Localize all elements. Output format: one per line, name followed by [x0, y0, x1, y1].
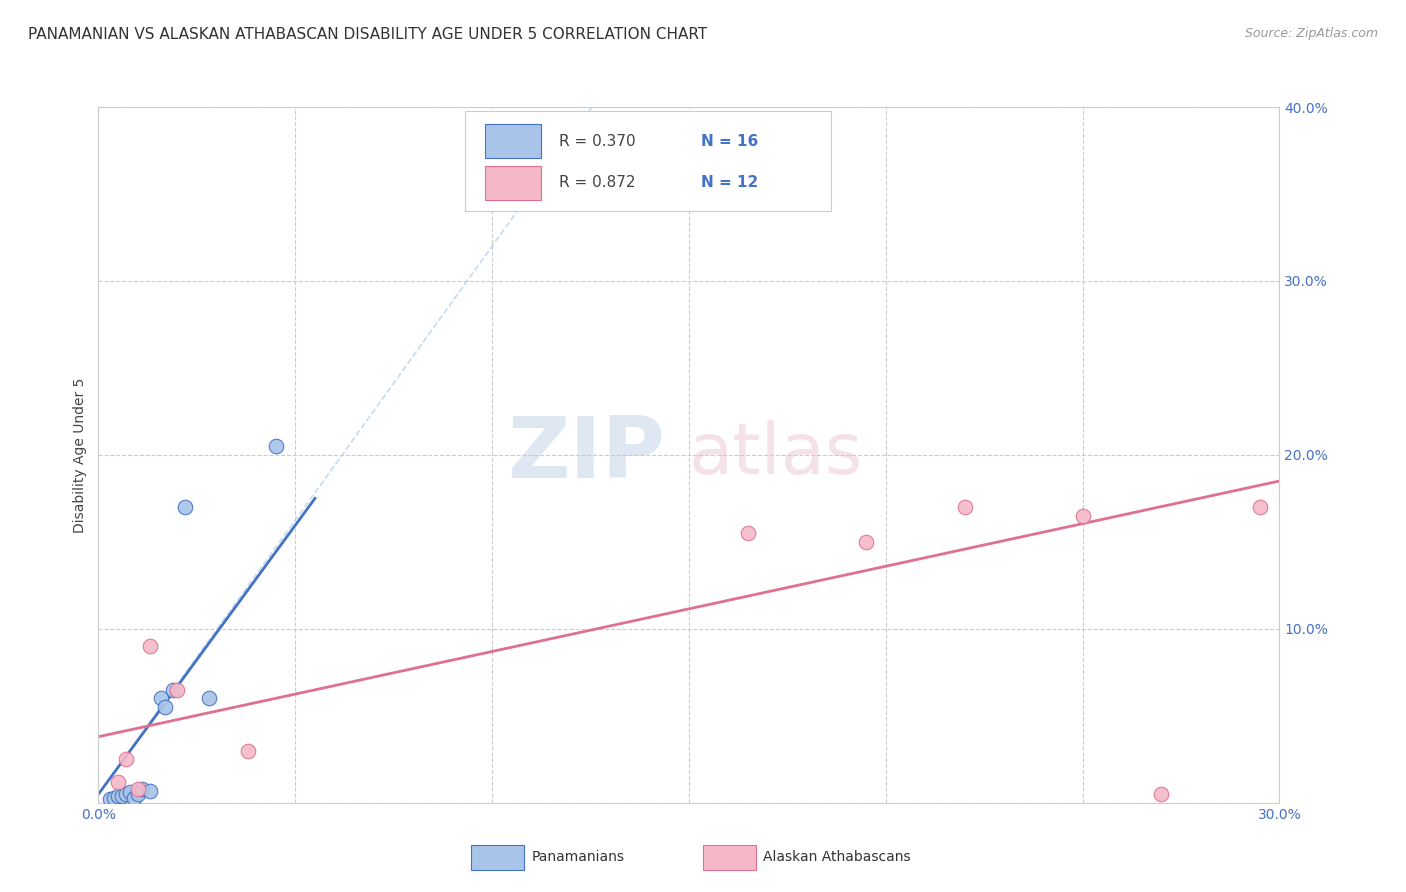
Point — [138, 783, 160, 797]
Text: N = 12: N = 12 — [700, 176, 758, 190]
Text: PANAMANIAN VS ALASKAN ATHABASCAN DISABILITY AGE UNDER 5 CORRELATION CHART: PANAMANIAN VS ALASKAN ATHABASCAN DISABIL… — [28, 27, 707, 42]
Point — [162, 682, 184, 697]
Point — [166, 682, 188, 697]
Point — [737, 526, 759, 541]
Text: N = 16: N = 16 — [700, 134, 758, 149]
Text: Panamanians: Panamanians — [531, 850, 624, 864]
Point — [111, 789, 134, 803]
Point — [155, 700, 177, 714]
Point — [264, 439, 287, 453]
Point — [107, 775, 129, 789]
Point — [150, 691, 173, 706]
Point — [107, 789, 129, 803]
Y-axis label: Disability Age Under 5: Disability Age Under 5 — [73, 377, 87, 533]
Point — [115, 752, 138, 766]
Point — [138, 639, 160, 653]
Point — [103, 790, 125, 805]
Point — [197, 691, 219, 706]
Point — [1071, 508, 1094, 523]
Text: Alaskan Athabascans: Alaskan Athabascans — [763, 850, 911, 864]
FancyBboxPatch shape — [464, 111, 831, 211]
Point — [127, 787, 149, 801]
Text: atlas: atlas — [689, 420, 863, 490]
Point — [98, 792, 121, 806]
Point — [855, 534, 877, 549]
FancyBboxPatch shape — [485, 124, 541, 158]
Point — [1150, 787, 1173, 801]
Point — [127, 781, 149, 796]
Point — [1249, 500, 1271, 514]
FancyBboxPatch shape — [485, 166, 541, 200]
Text: R = 0.872: R = 0.872 — [560, 176, 636, 190]
Text: Source: ZipAtlas.com: Source: ZipAtlas.com — [1244, 27, 1378, 40]
Point — [131, 781, 153, 796]
Point — [174, 500, 197, 514]
Text: ZIP: ZIP — [508, 413, 665, 497]
Point — [118, 785, 141, 799]
Point — [236, 744, 259, 758]
Point — [953, 500, 976, 514]
Point — [115, 787, 138, 801]
Point — [122, 790, 145, 805]
Text: R = 0.370: R = 0.370 — [560, 134, 636, 149]
